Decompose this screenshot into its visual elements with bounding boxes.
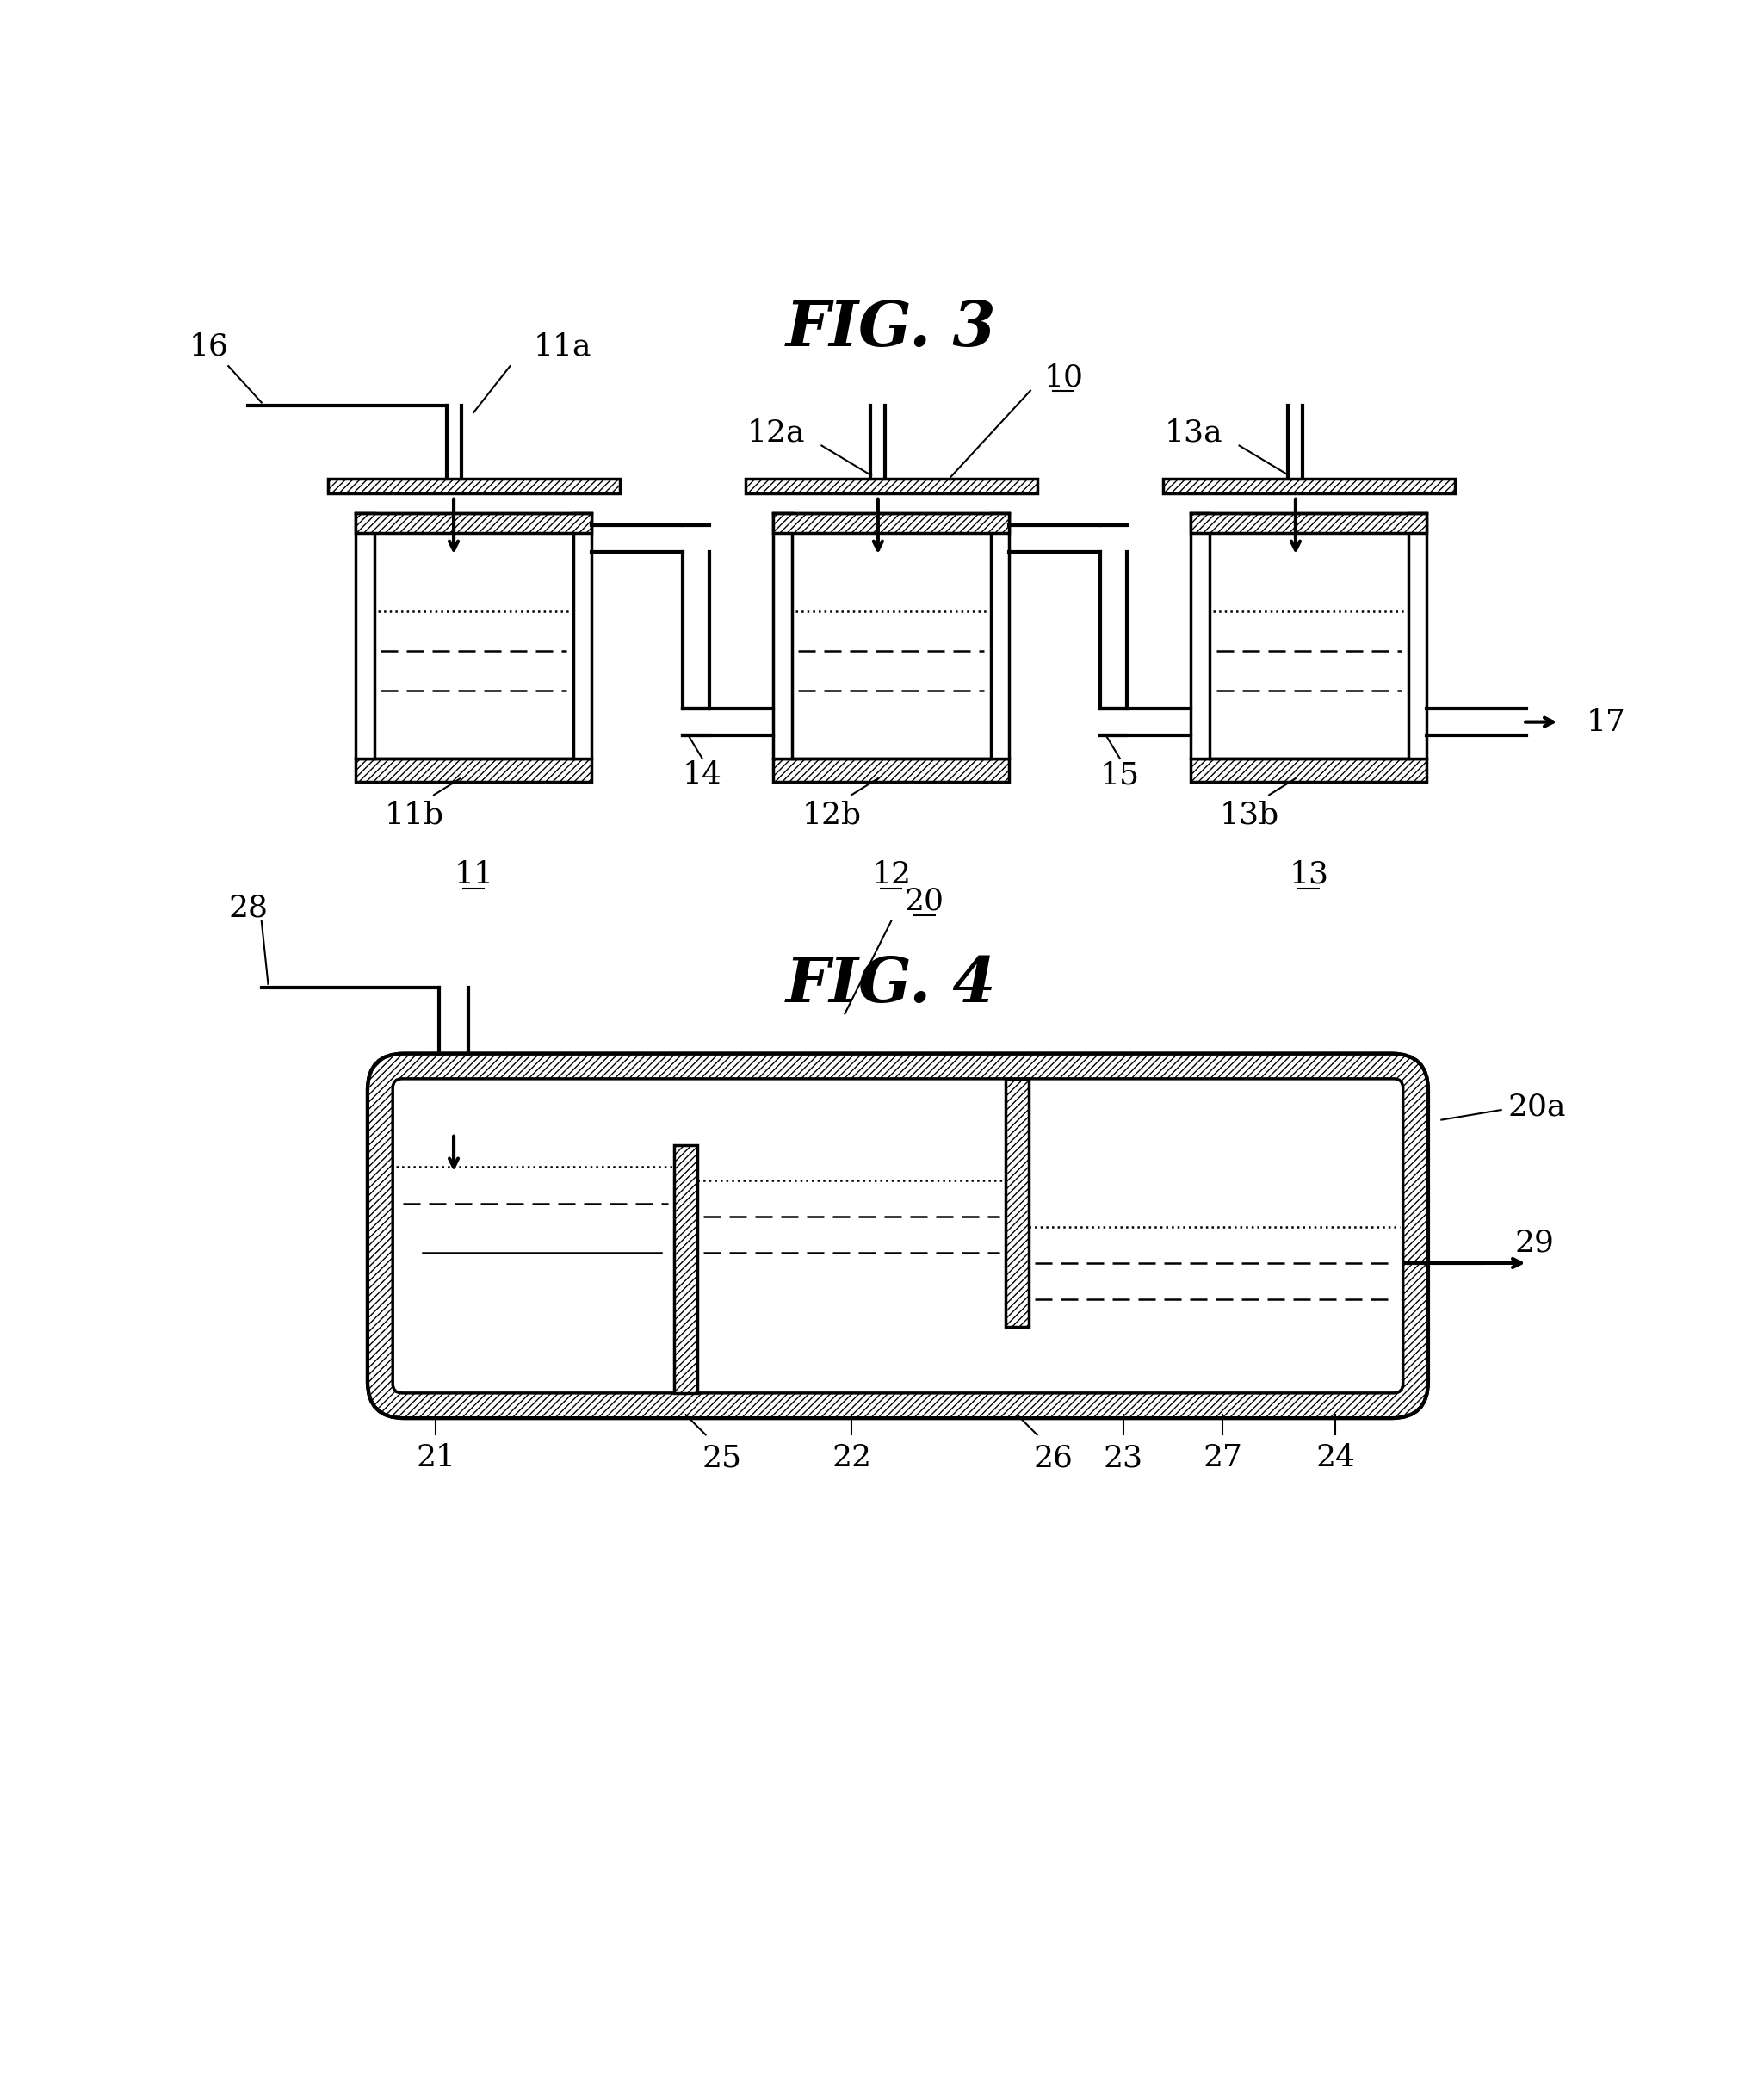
Text: 15: 15 <box>1101 760 1139 790</box>
Text: 12: 12 <box>871 859 911 888</box>
Text: 14: 14 <box>682 760 722 790</box>
Text: 25: 25 <box>703 1443 743 1472</box>
Text: 23: 23 <box>1103 1443 1143 1472</box>
Text: 22: 22 <box>831 1443 871 1472</box>
Bar <box>774 512 1009 533</box>
Text: 26: 26 <box>1035 1443 1073 1472</box>
Text: 13a: 13a <box>1165 418 1223 447</box>
Text: 24: 24 <box>1316 1443 1355 1472</box>
Bar <box>774 512 791 758</box>
Text: 13: 13 <box>1289 859 1329 888</box>
FancyBboxPatch shape <box>393 1079 1403 1392</box>
Bar <box>1409 512 1426 758</box>
FancyBboxPatch shape <box>367 1054 1428 1418</box>
Text: 17: 17 <box>1586 708 1626 737</box>
Text: 29: 29 <box>1515 1228 1555 1258</box>
Text: 11: 11 <box>454 859 494 888</box>
Text: 20a: 20a <box>1508 1092 1565 1121</box>
Text: 10: 10 <box>1043 363 1083 393</box>
Text: 11a: 11a <box>534 332 591 361</box>
Text: 11b: 11b <box>384 800 443 830</box>
Bar <box>991 512 1009 758</box>
Bar <box>746 479 1036 493</box>
Bar <box>356 512 374 758</box>
Bar <box>1191 758 1426 781</box>
Text: 20: 20 <box>904 886 944 916</box>
Text: 12a: 12a <box>748 418 805 447</box>
Text: 28: 28 <box>228 892 268 922</box>
Bar <box>774 758 1009 781</box>
Bar <box>574 512 591 758</box>
Bar <box>356 512 591 533</box>
Text: FIG. 4: FIG. 4 <box>786 953 996 1014</box>
Text: 13b: 13b <box>1219 800 1278 830</box>
Text: FIG. 3: FIG. 3 <box>786 298 996 359</box>
Bar <box>1191 512 1426 533</box>
Bar <box>356 758 591 781</box>
Bar <box>1163 479 1456 493</box>
Bar <box>675 1144 697 1392</box>
Text: 21: 21 <box>416 1443 456 1472</box>
Bar <box>1191 512 1209 758</box>
Text: 12b: 12b <box>802 800 861 830</box>
Text: 16: 16 <box>190 332 228 361</box>
Text: 27: 27 <box>1203 1443 1242 1472</box>
Bar <box>1005 1079 1028 1327</box>
Bar <box>327 479 619 493</box>
